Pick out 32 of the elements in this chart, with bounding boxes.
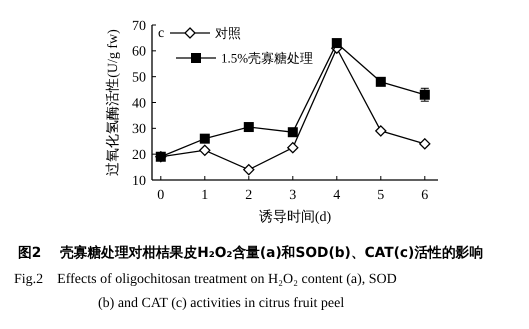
point [376,76,386,87]
caption: Fig.2 Effects of oligochitosan treatment on H₂O₂ content (a), SOD [14,272,397,287]
y-tick-label: 50 [132,70,146,86]
point [375,125,386,137]
y-axis-title: 过氧化氢酶活性(U/g fw) [105,28,121,176]
point [244,122,254,132]
point [199,144,210,156]
legend-label: 对照 [215,26,241,41]
y-tick-label: 10 [132,174,146,189]
point [287,142,298,154]
y-tick-label: 60 [132,44,146,60]
y-tick-label: 70 [132,18,146,34]
x-tick-label: 5 [377,188,384,203]
x-tick-label: 3 [289,188,296,203]
x-tick-label: 6 [421,188,428,203]
annotation: c [158,26,164,41]
point [288,127,298,138]
x-tick-label: 0 [157,188,164,203]
x-tick-label: 1 [201,188,208,203]
x-tick-label: 4 [333,188,340,203]
point [200,134,210,144]
x-tick-label: 2 [245,188,252,203]
x-axis-title: 诱导时间(d) [258,209,332,225]
caption: 图2 壳寡糖处理对柑桔果皮H₂O₂含量(a)和SOD(b)、CAT(c)活性的影响 [18,244,492,261]
legend-label: 1.5%壳寡糖处理 [221,50,314,66]
text: (b) and CAT (c) activities in citrus fruit peel [98,296,344,311]
point [419,138,430,150]
y-tick-label: 20 [132,148,146,164]
y-tick-label: 40 [132,96,146,112]
point [332,38,342,48]
point [243,164,254,176]
y-tick-label: 30 [132,122,146,138]
